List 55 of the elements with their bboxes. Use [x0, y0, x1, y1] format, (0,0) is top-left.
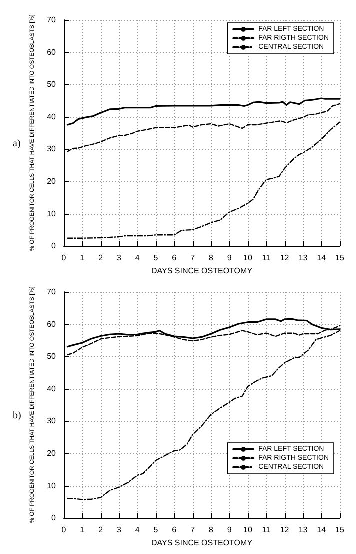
y-tick-label: 20	[47, 449, 57, 458]
x-tick-label: 1	[80, 254, 86, 263]
x-tick-label: 15	[336, 526, 345, 535]
x-tick-label: 11	[262, 254, 272, 263]
line-series	[67, 103, 341, 152]
x-tick-label: 7	[190, 526, 196, 535]
x-tick-label: 11	[262, 526, 272, 535]
x-tick-label: 7	[190, 254, 196, 263]
y-tick-label: 40	[47, 384, 57, 394]
x-axis-title: DAYS SINCE OSTEOTOMY	[151, 266, 254, 276]
y-tick-label: 60	[47, 320, 57, 329]
y-tick-label: 50	[47, 352, 57, 362]
x-tick-label: 12	[280, 254, 290, 263]
y-tick-label: 20	[47, 177, 57, 186]
y-tick-label: 70	[47, 288, 57, 296]
y-tick-label: 40	[47, 112, 57, 122]
y-tick-label: 10	[47, 481, 57, 490]
x-tick-label: 12	[280, 526, 290, 535]
x-tick-label: 13	[298, 526, 308, 535]
x-tick-label: 4	[135, 526, 140, 535]
x-tick-label: 5	[154, 526, 159, 535]
y-tick-label: 50	[47, 80, 57, 90]
x-tick-label: 8	[208, 254, 214, 263]
x-tick-label: 1	[80, 526, 86, 535]
x-tick-label: 3	[116, 526, 122, 535]
x-tick-label: 6	[172, 254, 178, 263]
text: b)	[13, 410, 22, 422]
y-tick-label: 30	[47, 416, 57, 426]
y-tick-label: 60	[47, 48, 57, 57]
x-axis-title: DAYS SINCE OSTEOTOMY	[151, 538, 254, 548]
x-tick-label: 14	[317, 254, 327, 263]
y-tick-label: 70	[47, 16, 57, 24]
x-tick-label: 8	[208, 526, 214, 535]
y-tick-label: 10	[47, 209, 57, 218]
y-tick-label: 30	[47, 144, 57, 154]
x-tick-label: 4	[135, 254, 140, 263]
x-tick-label: 2	[98, 254, 104, 263]
x-tick-label: 6	[172, 526, 178, 535]
x-tick-label: 9	[227, 254, 232, 263]
x-tick-label: 10	[244, 526, 253, 535]
x-tick-label: 15	[336, 254, 345, 263]
x-tick-label: 5	[154, 254, 159, 263]
x-tick-label: 14	[317, 526, 327, 535]
x-tick-label: 10	[244, 254, 253, 263]
x-tick-label: 2	[98, 526, 104, 535]
x-tick-label: 9	[227, 526, 232, 535]
x-tick-label: 0	[62, 254, 67, 263]
line-series	[66, 98, 341, 126]
text: a)	[13, 138, 21, 150]
x-tick-label: 13	[298, 254, 308, 263]
y-tick-label: 0	[52, 242, 57, 251]
x-tick-label: 0	[62, 526, 67, 535]
y-tick-label: 0	[52, 514, 57, 523]
x-tick-label: 3	[116, 254, 122, 263]
line-series	[67, 122, 341, 239]
